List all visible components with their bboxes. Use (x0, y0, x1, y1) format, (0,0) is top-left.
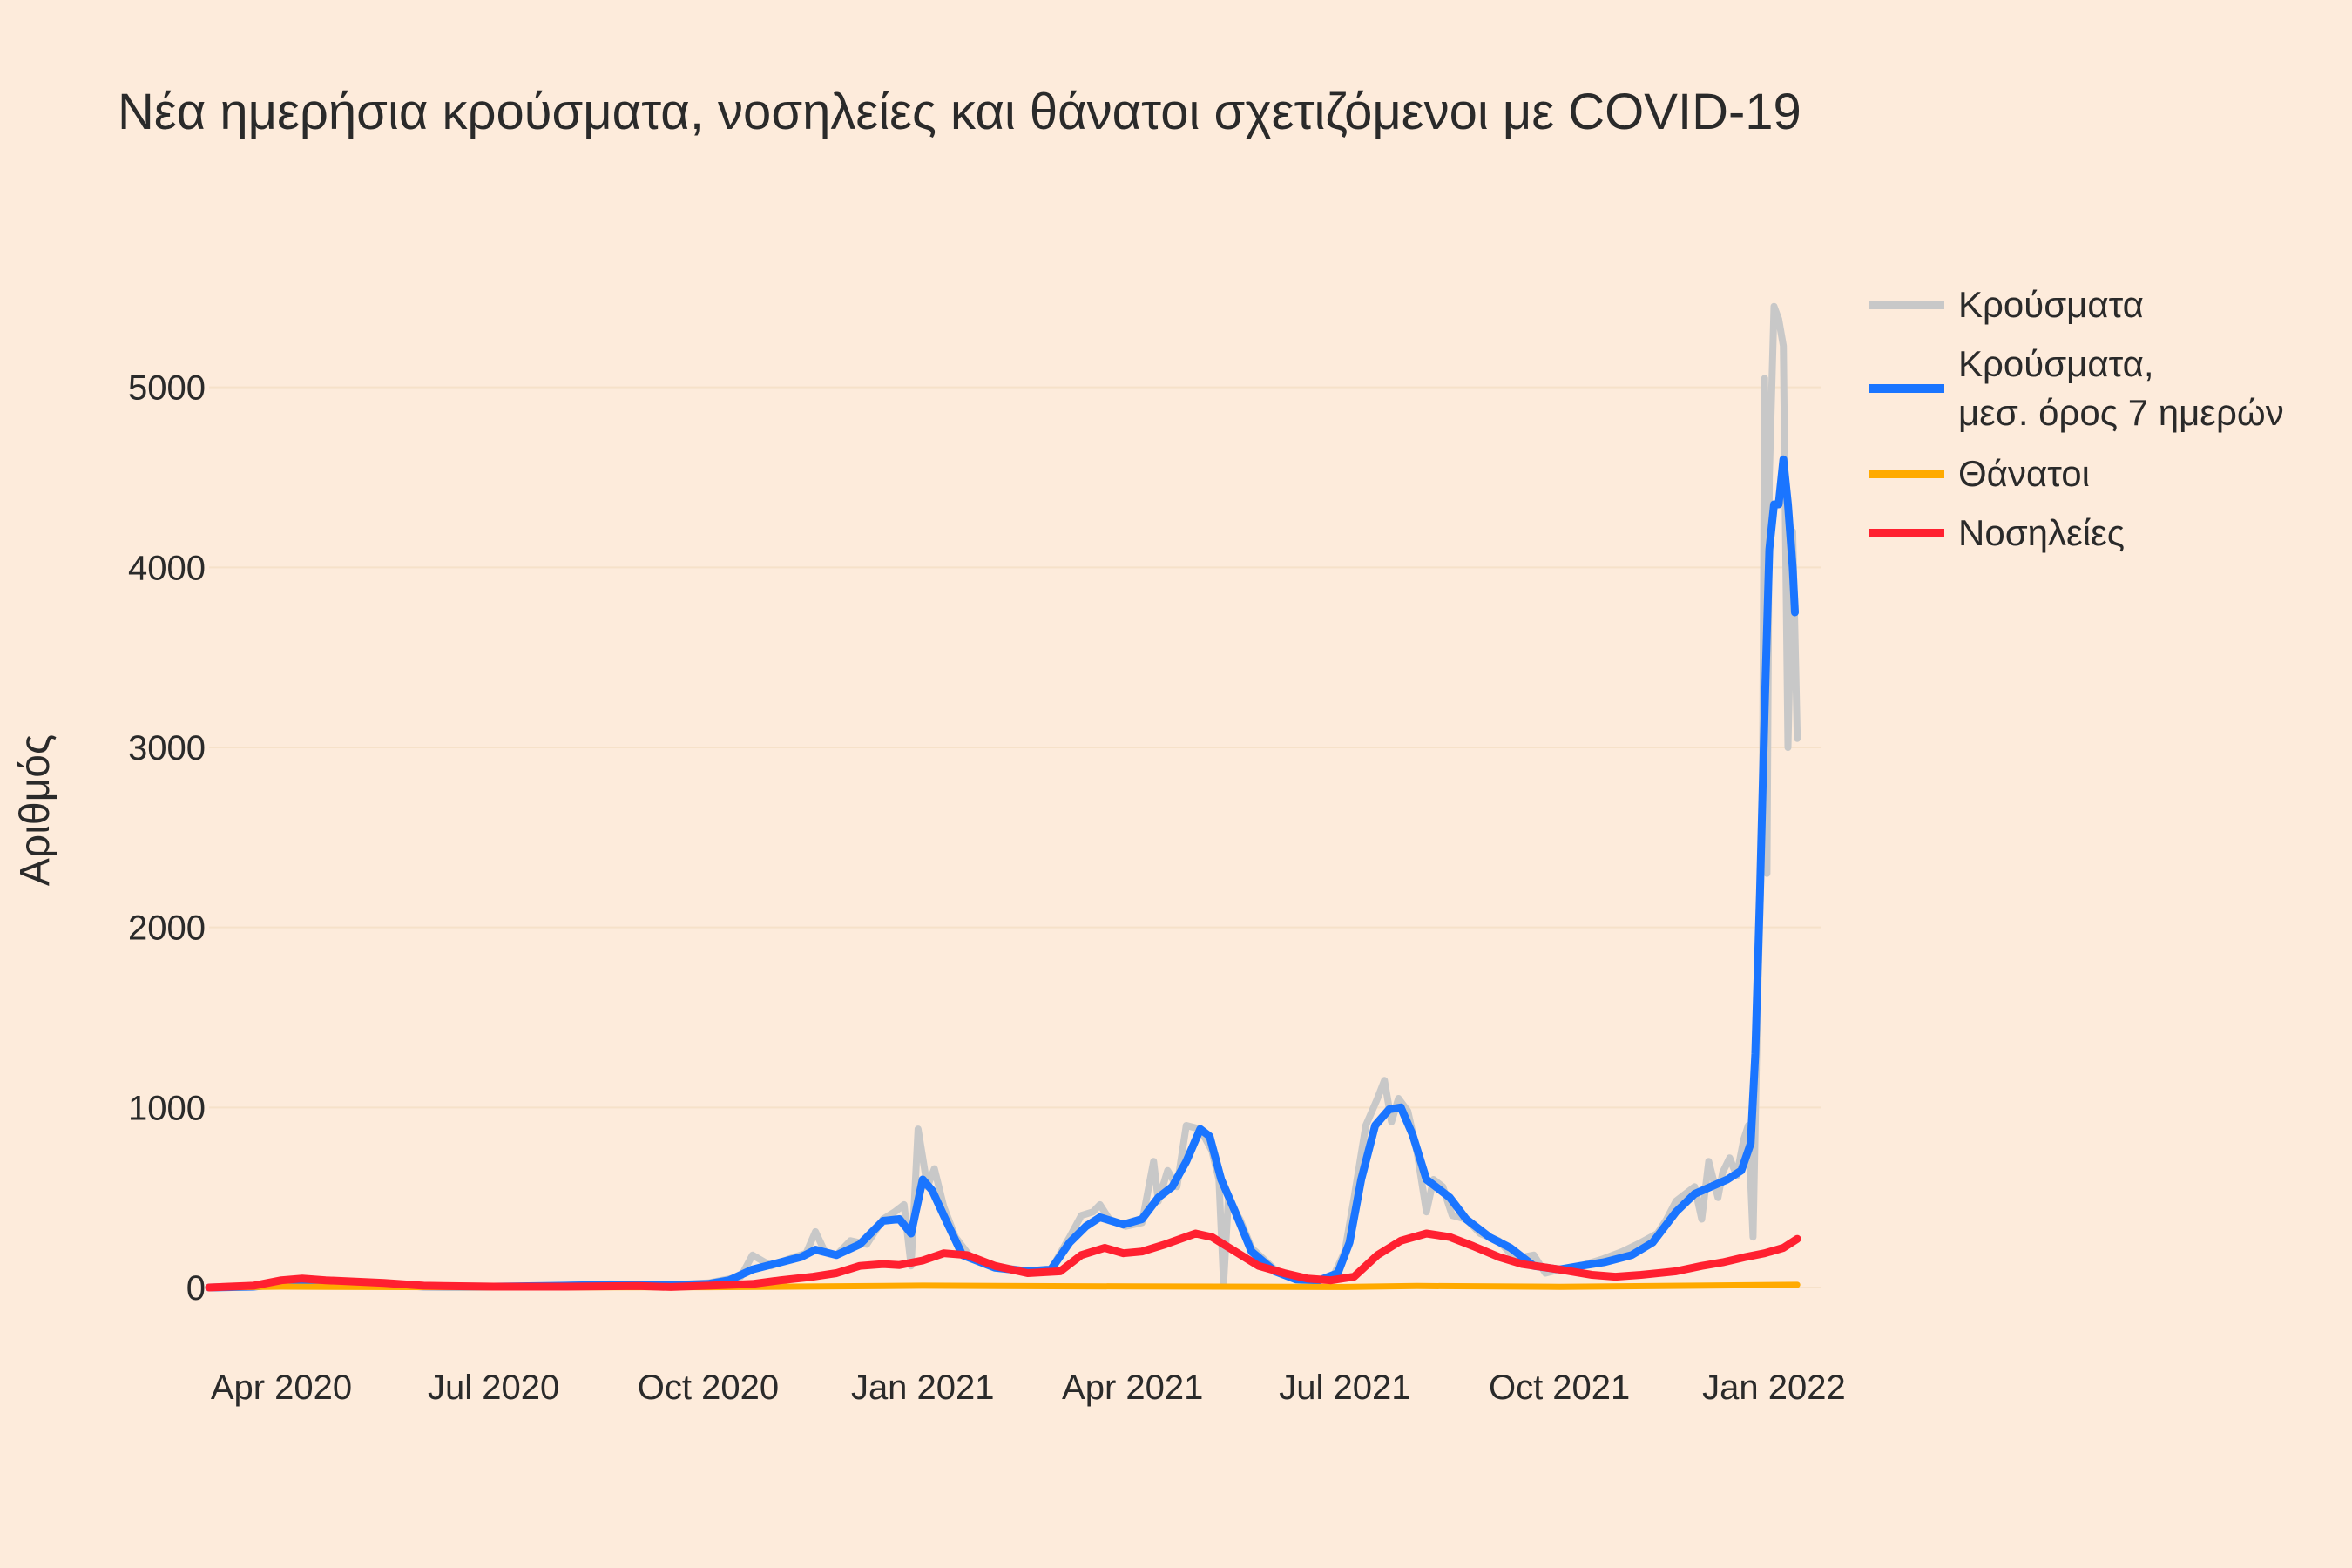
x-tick-label: Jan 2021 (851, 1369, 995, 1407)
x-tick-label: Apr 2021 (1062, 1369, 1203, 1407)
chart-title: Νέα ημερήσια κρούσματα, νοσηλείες και θά… (118, 84, 1801, 140)
y-axis-ticks: 0 1000 2000 3000 4000 5000 (128, 369, 206, 1308)
series-lines (205, 302, 1801, 1292)
legend-label-0: Κρούσματα (1958, 284, 2144, 325)
x-axis-ticks: Apr 2020 Jul 2020 Oct 2020 Jan 2021 Apr 2021… (211, 1369, 1846, 1407)
y-axis-label: Αριθμός (12, 734, 58, 886)
legend: Κρούσματα Κρούσματα, μεσ. όρος 7 ημερών Θάν… (1869, 284, 2284, 553)
x-tick-label: Oct 2020 (638, 1369, 779, 1407)
x-tick-label: Jul 2020 (428, 1369, 559, 1407)
y-tick-label: 0 (186, 1269, 206, 1308)
y-tick-label: 5000 (128, 369, 206, 408)
y-tick-label: 1000 (128, 1089, 206, 1127)
x-tick-label: Jul 2021 (1279, 1369, 1410, 1407)
y-tick-label: 4000 (128, 549, 206, 587)
legend-label-1: Κρούσματα, μεσ. όρος 7 ημερών (1958, 343, 2284, 433)
gridlines (209, 386, 1821, 1288)
x-tick-label: Apr 2020 (211, 1369, 352, 1407)
x-tick-label: Jan 2022 (1702, 1369, 1846, 1407)
series-line-1 (205, 455, 1799, 1292)
legend-label-3: Νοσηλείες (1958, 512, 2125, 553)
x-tick-label: Oct 2021 (1489, 1369, 1630, 1407)
series-line-3 (205, 1229, 1801, 1292)
series-line-0 (206, 302, 1801, 1291)
y-tick-label: 2000 (128, 909, 206, 948)
legend-label-2: Θάνατοι (1958, 453, 2090, 494)
y-tick-label: 3000 (128, 729, 206, 767)
